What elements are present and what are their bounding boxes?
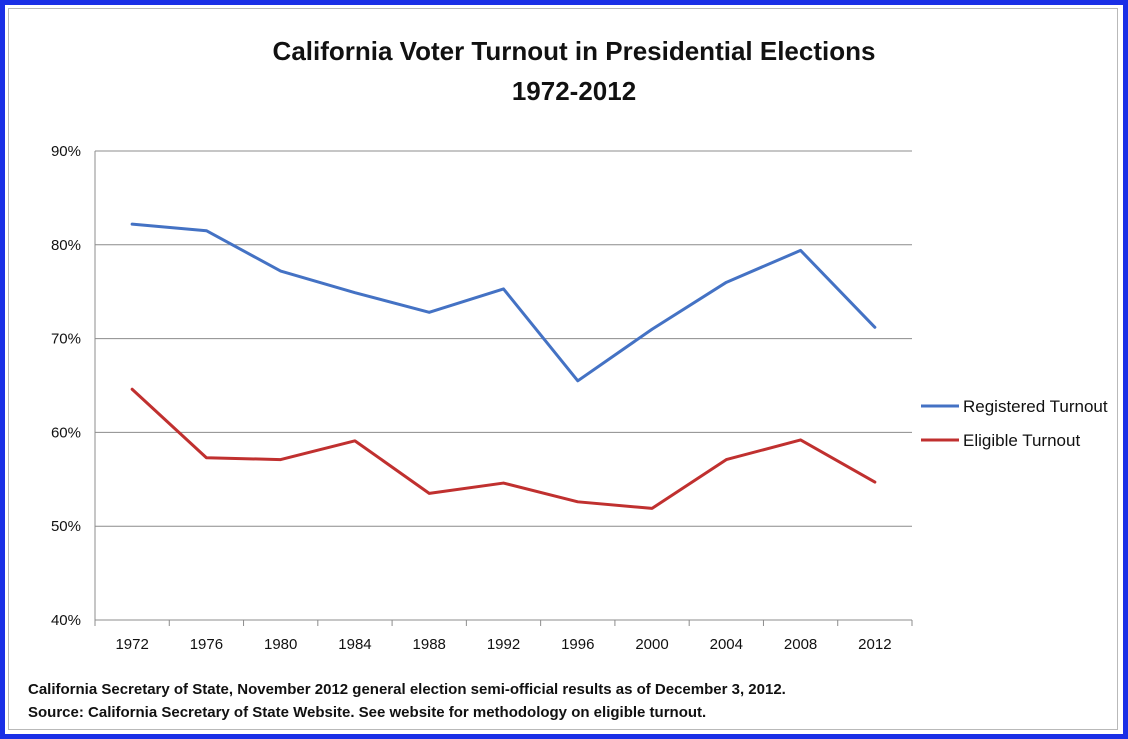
x-tick-label: 1992 bbox=[487, 636, 520, 653]
x-tick-label: 1976 bbox=[190, 636, 223, 653]
y-tick-label: 80% bbox=[51, 237, 81, 254]
legend: Registered Turnout Eligible Turnout bbox=[921, 397, 1108, 450]
x-axis-ticks: 1972 1976 1980 1984 1988 1992 1996 2000 2004 2008… bbox=[94, 620, 913, 653]
gridlines bbox=[95, 150, 912, 527]
chart-title: California Voter Turnout in Presidential… bbox=[273, 36, 876, 66]
series-lines bbox=[130, 222, 877, 510]
y-tick-label: 50% bbox=[51, 518, 81, 535]
y-tick-label: 60% bbox=[51, 424, 81, 441]
x-tick-label: 2000 bbox=[635, 636, 668, 653]
y-tick-label: 70% bbox=[51, 331, 81, 348]
x-tick-label: 1980 bbox=[264, 636, 297, 653]
chart-inner-border bbox=[8, 8, 1118, 730]
chart-subtitle: 1972-2012 bbox=[512, 76, 636, 106]
y-axis-ticks: 40% 50% 60% 70% 80% 90% bbox=[51, 143, 81, 629]
footnote-line-1: California Secretary of State, November … bbox=[28, 681, 786, 698]
x-tick-label: 2008 bbox=[784, 636, 817, 653]
x-tick-label: 2012 bbox=[858, 636, 891, 653]
legend-label-1: Eligible Turnout bbox=[963, 431, 1080, 450]
legend-label-0: Registered Turnout bbox=[963, 397, 1108, 416]
x-tick-label: 1984 bbox=[338, 636, 371, 653]
x-tick-label: 2004 bbox=[710, 636, 743, 653]
y-tick-label: 90% bbox=[51, 143, 81, 160]
x-tick-label: 1972 bbox=[115, 636, 148, 653]
series-line-0 bbox=[130, 222, 877, 383]
axes bbox=[94, 151, 912, 621]
x-tick-label: 1996 bbox=[561, 636, 594, 653]
series-line-1 bbox=[130, 387, 877, 510]
y-tick-label: 40% bbox=[51, 612, 81, 629]
x-tick-label: 1988 bbox=[413, 636, 446, 653]
footnote-line-2: Source: California Secretary of State We… bbox=[28, 704, 706, 721]
